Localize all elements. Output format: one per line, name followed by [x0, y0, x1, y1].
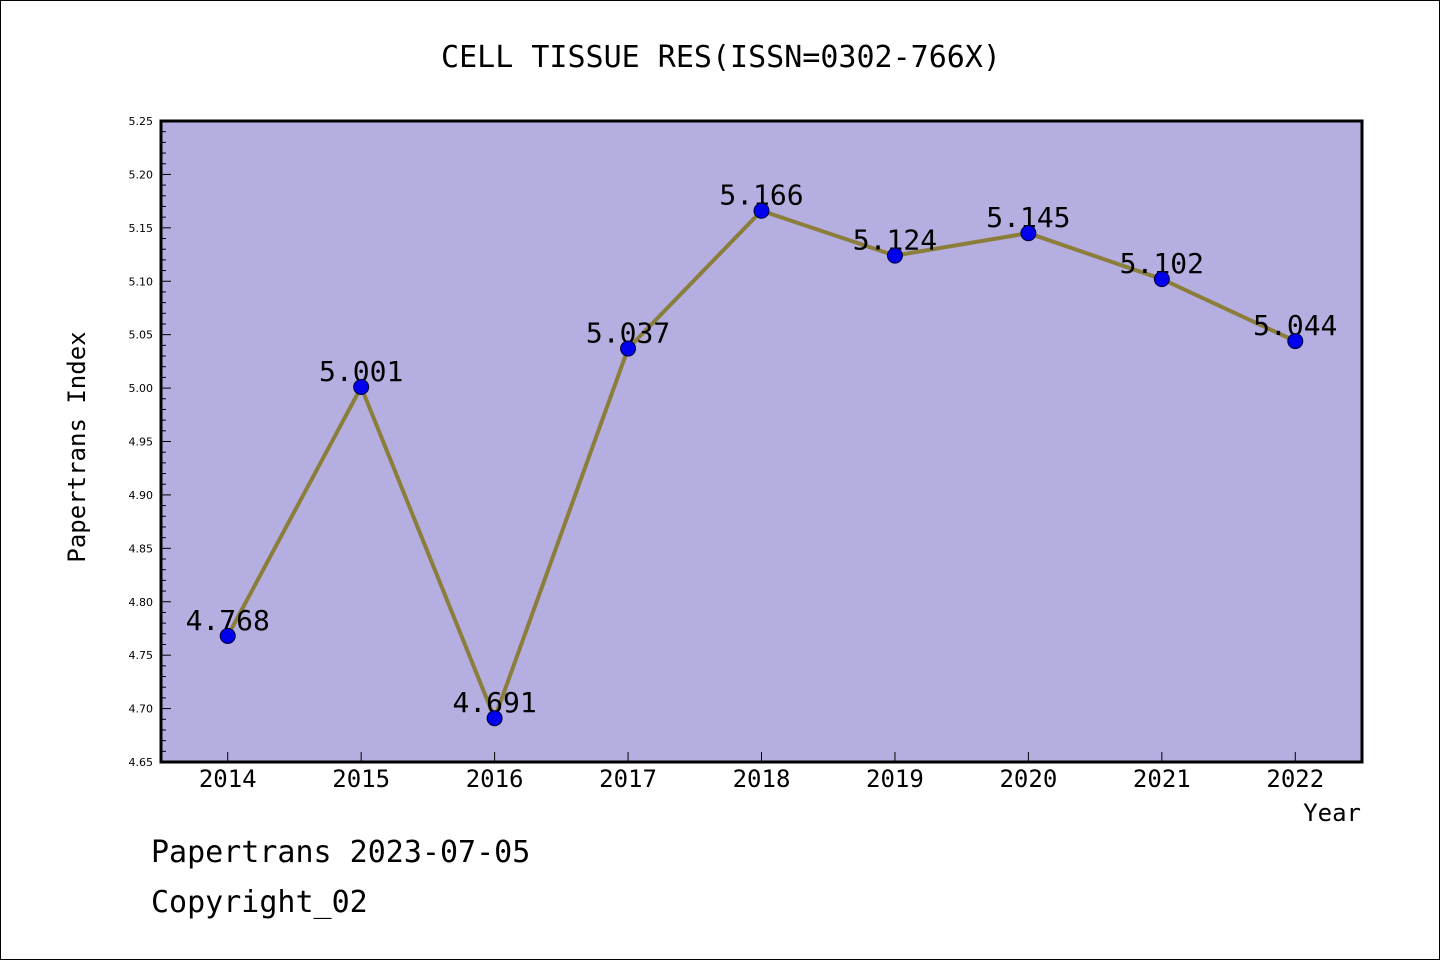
- x-tick-label: 2019: [866, 765, 924, 793]
- x-axis-title: Year: [1303, 799, 1361, 827]
- x-tick-label: 2016: [466, 765, 524, 793]
- y-tick-label: 5.05: [129, 329, 154, 342]
- x-tick-label: 2015: [332, 765, 390, 793]
- y-tick-label: 4.70: [129, 703, 154, 716]
- data-point: [219, 627, 236, 644]
- chart-title: CELL TISSUE RES(ISSN=0302-766X): [441, 40, 1001, 75]
- data-point: [353, 379, 370, 396]
- y-axis: 4.65 4.70 4.75 4.80 4.85 4.90 4.95 5.00 5.05 5.10…: [129, 115, 171, 769]
- y-tick-label: 4.85: [129, 542, 154, 555]
- x-tick-label: 2020: [999, 765, 1057, 793]
- y-tick-label: 4.65: [129, 756, 154, 769]
- y-tick-label: 4.80: [129, 596, 154, 609]
- y-tick-label: 4.75: [129, 649, 154, 662]
- y-tick-label: 5.25: [129, 115, 154, 128]
- x-axis: 2014 2015 2016 2017 2018 2019 2020 2021 2022: [199, 752, 1324, 793]
- y-tick-label: 5.20: [129, 168, 154, 181]
- data-point: [1287, 333, 1304, 350]
- data-point: [1153, 271, 1170, 288]
- x-tick-label: 2014: [199, 765, 257, 793]
- plot-area: [159, 119, 1364, 764]
- x-tick-label: 2018: [733, 765, 791, 793]
- y-tick-label: 5.00: [129, 382, 154, 395]
- x-tick-label: 2021: [1133, 765, 1191, 793]
- y-tick-label: 5.10: [129, 275, 154, 288]
- data-point: [886, 247, 903, 264]
- data-point: [1020, 225, 1037, 242]
- y-tick-label: 4.95: [129, 436, 154, 449]
- x-tick-label: 2017: [599, 765, 657, 793]
- data-point: [620, 340, 637, 357]
- x-tick-label: 2022: [1266, 765, 1324, 793]
- data-point: [753, 202, 770, 219]
- footer-copyright: Copyright_02: [151, 885, 368, 920]
- y-tick-label: 4.90: [129, 489, 154, 502]
- y-axis-title: Papertrans Index: [63, 331, 91, 562]
- y-tick-label: 5.15: [129, 222, 154, 235]
- data-point: [486, 710, 503, 727]
- footer-date: Papertrans 2023-07-05: [151, 835, 531, 870]
- data-label-group: 4.7685.0014.6915.0375.1665.1245.1455.102…: [186, 179, 1337, 727]
